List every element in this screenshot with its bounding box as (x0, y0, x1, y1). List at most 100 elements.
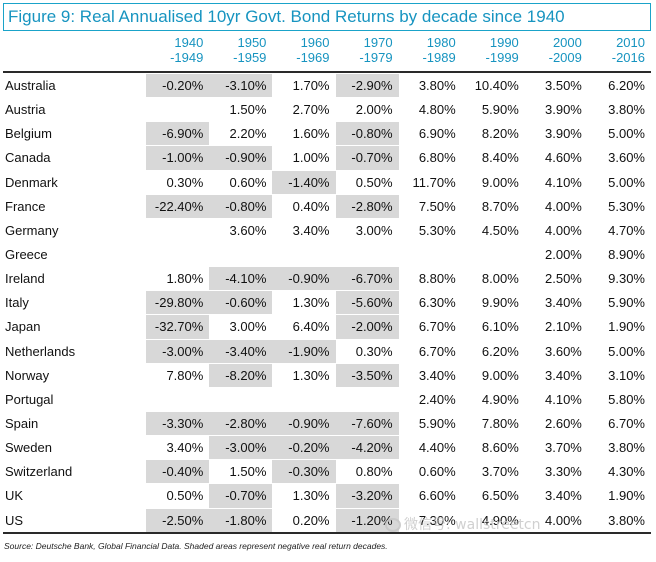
value-cell: 11.70% (398, 169, 462, 194)
value-cell: 6.40% (272, 314, 336, 338)
value-cell: 2.10% (524, 314, 588, 338)
value-cell: -1.80% (209, 507, 273, 534)
table-row: US -2.50% -1.80% 0.20% -1.20% 7.30% 4.90% 4.00%… (3, 507, 651, 534)
value-cell: 1.50% (209, 97, 273, 121)
value-cell: 7.80% (461, 410, 525, 435)
country-cell: Denmark (3, 169, 147, 194)
value-cell: -2.80% (335, 193, 399, 218)
value-cell: 10.40% (461, 73, 525, 97)
country-cell: Australia (3, 73, 147, 97)
value-cell (398, 241, 462, 266)
value-cell: 5.90% (587, 290, 651, 314)
value-cell: -6.90% (146, 121, 210, 146)
table-body: Australia -0.20% -3.10% 1.70% -2.90% 3.80% 10.… (3, 73, 651, 534)
value-cell: 2.50% (524, 266, 588, 290)
value-cell: 4.00% (524, 217, 588, 242)
value-cell: 0.50% (335, 169, 399, 194)
value-cell: 5.00% (587, 169, 651, 194)
value-cell: 3.80% (587, 97, 651, 121)
value-cell: 3.30% (524, 459, 588, 483)
value-cell: -0.80% (335, 121, 399, 146)
value-cell (146, 217, 210, 242)
value-cell: 0.30% (335, 338, 399, 363)
value-cell: 0.60% (398, 459, 462, 483)
value-cell (146, 386, 210, 411)
table-row: Greece 2.00% 8.90% (3, 241, 651, 266)
value-cell: -0.90% (209, 145, 273, 170)
value-cell: 1.80% (146, 266, 210, 290)
country-cell: Germany (3, 217, 147, 242)
country-cell: Switzerland (3, 459, 147, 483)
value-cell: 4.10% (524, 386, 588, 411)
country-cell: Portugal (3, 386, 147, 411)
value-cell: -3.00% (209, 435, 273, 460)
value-cell: 3.50% (524, 73, 588, 97)
value-cell: 6.10% (461, 314, 525, 338)
country-cell: Greece (3, 241, 147, 266)
table-row: Austria 1.50% 2.70% 2.00% 4.80% 5.90% 3.90% 3.8… (3, 97, 651, 121)
value-cell: -3.10% (209, 73, 273, 98)
value-cell: 3.70% (461, 459, 525, 483)
value-cell: 6.70% (398, 338, 462, 363)
value-cell: 3.00% (209, 314, 273, 338)
value-cell: -0.60% (209, 290, 273, 315)
value-cell: 6.20% (587, 73, 651, 97)
country-cell: US (3, 507, 147, 534)
value-cell: -0.90% (272, 410, 336, 436)
value-cell: 5.30% (587, 193, 651, 218)
value-cell: 4.50% (461, 217, 525, 242)
value-cell: 5.00% (587, 338, 651, 363)
value-cell: -0.30% (272, 459, 336, 484)
value-cell: 4.00% (524, 193, 588, 218)
table-row: Germany 3.60% 3.40% 3.00% 5.30% 4.50% 4.00% 4.7… (3, 217, 651, 242)
value-cell: 0.60% (209, 169, 273, 194)
value-cell: 9.90% (461, 290, 525, 314)
header-decade: 1950 -1959 (209, 35, 273, 73)
value-cell: 6.70% (398, 314, 462, 338)
value-cell: 2.40% (398, 386, 462, 411)
value-cell: 8.00% (461, 266, 525, 290)
value-cell: -3.20% (335, 483, 399, 508)
value-cell: 3.40% (272, 217, 336, 242)
header-decade: 1960 -1969 (272, 35, 336, 73)
value-cell: 5.80% (587, 386, 651, 411)
table-row: Canada -1.00% -0.90% 1.00% -0.70% 6.80% 8.40% 4… (3, 145, 651, 170)
value-cell: 1.50% (209, 459, 273, 483)
value-cell: -0.70% (335, 145, 399, 170)
value-cell: 2.00% (335, 97, 399, 121)
value-cell: 0.20% (272, 507, 336, 534)
country-cell: Ireland (3, 266, 147, 290)
value-cell (209, 241, 273, 266)
value-cell: 2.60% (524, 410, 588, 435)
value-cell (146, 97, 210, 121)
header-decade: 1940 -1949 (146, 35, 210, 73)
value-cell: 6.70% (587, 410, 651, 435)
value-cell: 7.30% (398, 507, 462, 534)
value-cell: 4.60% (524, 145, 588, 169)
value-cell: 8.60% (461, 435, 525, 459)
value-cell: 1.90% (587, 314, 651, 338)
value-cell: 3.80% (587, 435, 651, 459)
value-cell: 3.40% (398, 362, 462, 387)
value-cell: 3.80% (398, 73, 462, 97)
value-cell: 4.90% (461, 507, 525, 534)
value-cell: -1.40% (272, 169, 336, 194)
header-decade: 2000 -2009 (524, 35, 588, 73)
value-cell: 3.60% (587, 145, 651, 169)
table-row: Switzerland -0.40% 1.50% -0.30% 0.80% 0.60% 3.… (3, 459, 651, 484)
value-cell: -2.80% (209, 410, 273, 436)
country-cell: France (3, 193, 147, 218)
value-cell (335, 241, 399, 266)
value-cell: 1.00% (272, 145, 336, 169)
value-cell: 3.40% (146, 435, 210, 459)
value-cell: 1.60% (272, 121, 336, 145)
table-row: Norway 7.80% -8.20% 1.30% -3.50% 3.40% 9.00% 3.… (3, 362, 651, 387)
value-cell: 6.60% (398, 483, 462, 507)
value-cell (461, 241, 525, 266)
value-cell: 5.90% (398, 410, 462, 435)
table-row: Portugal 2.40% 4.90% 4.10% 5.80% (3, 386, 651, 411)
value-cell: 9.00% (461, 169, 525, 194)
value-cell: 5.30% (398, 217, 462, 242)
value-cell: -4.10% (209, 266, 273, 291)
header-decade: 1990 -1999 (461, 35, 525, 73)
